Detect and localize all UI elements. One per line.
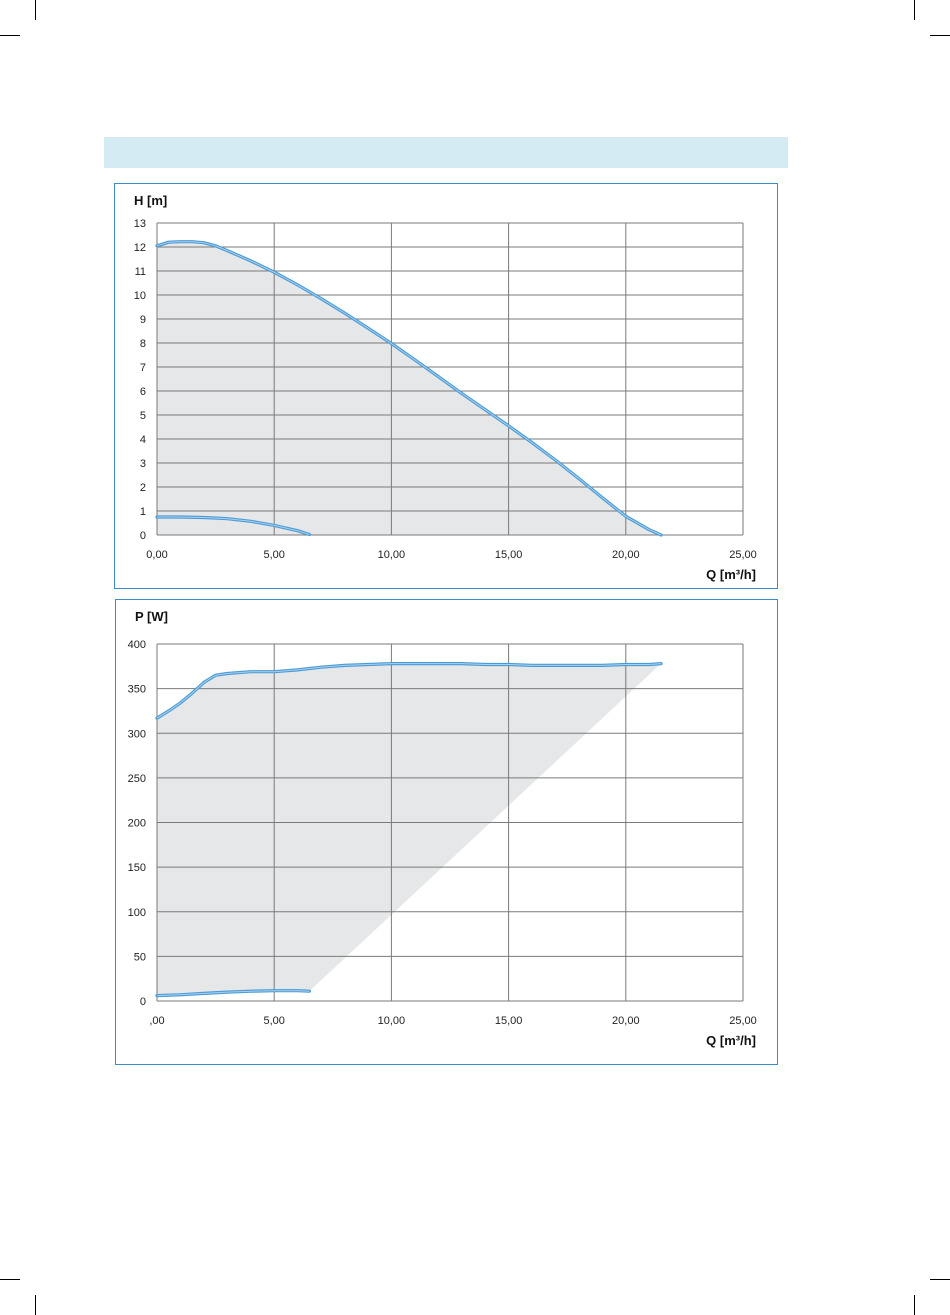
y-tick-label: 5 [140,410,146,422]
x-tick-label: 5,00 [263,1015,284,1027]
y-tick-label: 10 [134,290,146,302]
x-tick-label: 20,00 [612,549,640,561]
y-tick-label: 6 [140,386,146,398]
x-tick-label: 5,00 [263,549,284,561]
crop-mark-bl-v [35,1295,36,1315]
operating-area [157,241,661,535]
x-tick-label: ,00 [149,1015,164,1027]
x-axis-label: Q [m³/h] [706,1033,756,1048]
y-tick-label: 0 [140,530,146,542]
crop-mark-tl-v [35,0,36,20]
crop-mark-br-v [914,1295,915,1315]
y-tick-label: 400 [128,639,146,651]
x-tick-label: 15,00 [495,549,523,561]
header-band [104,137,788,168]
y-tick-label: 300 [128,728,146,740]
x-tick-label: 15,00 [495,1015,523,1027]
y-tick-label: 1 [140,506,146,518]
head-chart-panel: 0 1 2 3 4 5 6 7 8 9 10 11 12 13 0,00 5,00 10,00 15,00 20,0… [114,183,778,589]
y-tick-label: 8 [140,338,146,350]
y-axis-label: H [m] [134,193,167,208]
y-tick-label: 250 [128,773,146,785]
x-tick-label: 10,00 [378,1015,406,1027]
y-tick-label: 0 [140,996,146,1008]
x-tick-label: 0,00 [146,549,167,561]
power-chart-panel: 0 50 100 150 200 250 300 350 400 ,00 5,00 10,00 15,0… [115,599,778,1065]
y-tick-label: 7 [140,362,146,374]
y-tick-label: 100 [128,907,146,919]
x-axis-label: Q [m³/h] [706,567,756,582]
crop-mark-bl-h [0,1279,20,1280]
y-tick-label: 13 [134,218,146,230]
min-speed-curve-highlight [156,990,310,997]
y-axis-label: P [W] [135,609,168,624]
x-tick-label: 20,00 [612,1015,640,1027]
y-tick-label: 150 [128,862,146,874]
y-tick-label: 4 [140,434,146,446]
crop-mark-tl-h [0,35,20,36]
operating-area [157,663,661,996]
max-speed-curve-highlight [156,241,662,536]
y-tick-label: 350 [128,684,146,696]
y-tick-label: 3 [140,458,146,470]
y-tick-label: 11 [135,266,146,278]
x-tick-label: 25,00 [729,549,757,561]
max-speed-curve-highlight [156,663,662,719]
crop-mark-br-h [930,1279,950,1280]
min-speed-curve-highlight [157,516,310,535]
x-tick-label: 10,00 [378,549,406,561]
power-chart: 0 50 100 150 200 250 300 350 400 ,00 5,00 10,00 15,0… [128,609,757,1048]
y-tick-label: 9 [140,314,146,326]
x-tick-label: 25,00 [729,1015,757,1027]
crop-mark-tr-v [914,0,915,20]
crop-mark-tr-h [930,35,950,36]
y-tick-label: 12 [134,242,146,254]
y-tick-label: 50 [134,951,146,963]
y-tick-label: 200 [128,818,146,830]
y-tick-label: 2 [140,482,146,494]
